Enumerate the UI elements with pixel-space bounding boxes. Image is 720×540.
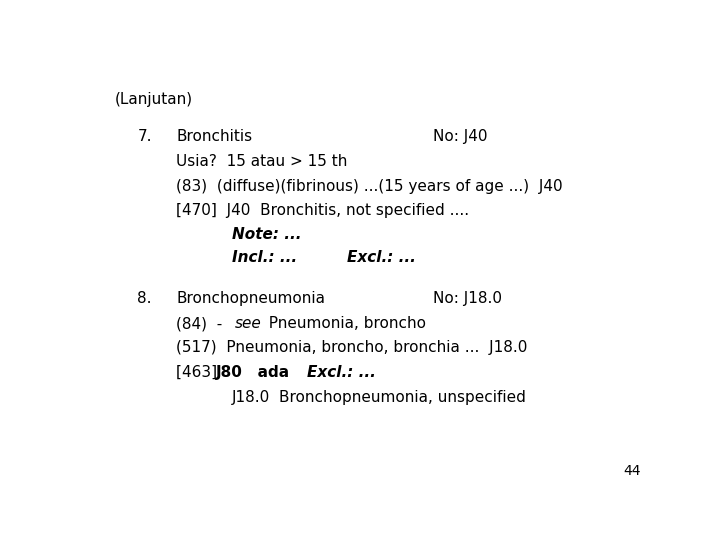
Text: (83)  (diffuse)(fibrinous) ...(15 years of age ...)  J40: (83) (diffuse)(fibrinous) ...(15 years o… xyxy=(176,179,563,194)
Text: Note: ...: Note: ... xyxy=(233,227,302,242)
Text: (84)  -: (84) - xyxy=(176,316,228,332)
Text: (Lanjutan): (Lanjutan) xyxy=(115,92,193,107)
Text: Bronchitis: Bronchitis xyxy=(176,129,253,144)
Text: (517)  Pneumonia, broncho, bronchia ...  J18.0: (517) Pneumonia, broncho, bronchia ... J… xyxy=(176,341,528,355)
Text: Incl.: ...: Incl.: ... xyxy=(233,250,297,265)
Text: Bronchopneumonia: Bronchopneumonia xyxy=(176,292,325,306)
Text: No: J40: No: J40 xyxy=(433,129,487,144)
Text: Pneumonia, broncho: Pneumonia, broncho xyxy=(259,316,426,332)
Text: Excl.: ...: Excl.: ... xyxy=(347,250,415,265)
Text: Usia?  15 atau > 15 th: Usia? 15 atau > 15 th xyxy=(176,154,348,169)
Text: 44: 44 xyxy=(623,464,640,478)
Text: J18.0  Bronchopneumonia, unspecified: J18.0 Bronchopneumonia, unspecified xyxy=(233,390,527,405)
Text: [463]: [463] xyxy=(176,365,228,380)
Text: No: J18.0: No: J18.0 xyxy=(433,292,502,306)
Text: [470]  J40  Bronchitis, not specified ....: [470] J40 Bronchitis, not specified .... xyxy=(176,203,469,218)
Text: J80   ada: J80 ada xyxy=(215,365,300,380)
Text: 8.: 8. xyxy=(138,292,152,306)
Text: 7.: 7. xyxy=(138,129,152,144)
Text: Excl.: ...: Excl.: ... xyxy=(307,365,375,380)
Text: see: see xyxy=(235,316,262,332)
